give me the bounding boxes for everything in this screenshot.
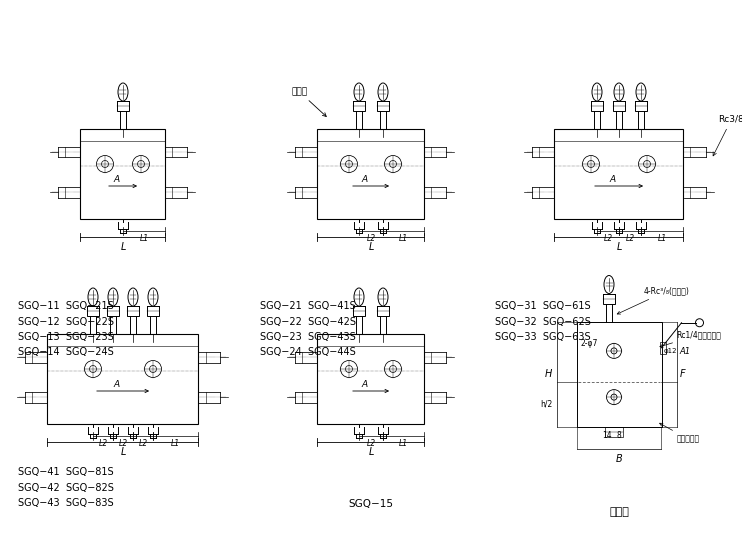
- Text: Rc3/8: Rc3/8: [713, 115, 742, 156]
- Text: SGQ−22  SGQ−42S: SGQ−22 SGQ−42S: [260, 316, 356, 326]
- Text: SGQ−42  SGQ−82S: SGQ−42 SGQ−82S: [18, 482, 114, 492]
- Text: L2: L2: [99, 439, 108, 448]
- Bar: [605, 427, 623, 437]
- Bar: [147, 306, 159, 316]
- Text: L2: L2: [367, 439, 375, 448]
- Text: A: A: [610, 175, 616, 184]
- Bar: [577, 321, 662, 427]
- Text: L2: L2: [139, 439, 148, 448]
- Text: L: L: [120, 242, 125, 252]
- Text: 2-φ7: 2-φ7: [580, 339, 598, 348]
- Bar: [591, 101, 603, 111]
- Bar: [554, 129, 683, 219]
- Bar: [613, 101, 625, 111]
- Bar: [353, 306, 365, 316]
- Text: L1: L1: [657, 234, 667, 243]
- Text: L: L: [120, 447, 125, 457]
- Bar: [377, 101, 389, 111]
- Text: SGQ−13  SGQ−23S: SGQ−13 SGQ−23S: [18, 332, 114, 342]
- Text: H: H: [545, 369, 553, 379]
- Text: SGQ−43  SGQ−83S: SGQ−43 SGQ−83S: [18, 498, 114, 508]
- Text: A: A: [362, 380, 368, 389]
- Bar: [318, 334, 424, 424]
- Bar: [47, 334, 199, 424]
- Text: L2: L2: [603, 234, 613, 243]
- Bar: [87, 306, 99, 316]
- Text: A: A: [362, 175, 368, 184]
- Text: φ12: φ12: [663, 348, 677, 354]
- Text: SGQ−14  SGQ−24S: SGQ−14 SGQ−24S: [18, 348, 114, 358]
- Text: 8: 8: [617, 432, 621, 440]
- Bar: [127, 306, 139, 316]
- Bar: [635, 101, 647, 111]
- Text: SGQ−32  SGQ−62S: SGQ−32 SGQ−62S: [495, 316, 591, 326]
- Bar: [660, 342, 666, 354]
- Text: SGQ−24  SGQ−44S: SGQ−24 SGQ−44S: [260, 348, 355, 358]
- Bar: [117, 101, 129, 111]
- Text: 14: 14: [603, 432, 612, 440]
- Text: L: L: [368, 242, 374, 252]
- Text: SGQ−15: SGQ−15: [349, 499, 393, 509]
- Text: Rc1/4（出油口）: Rc1/4（出油口）: [660, 330, 721, 347]
- Bar: [318, 129, 424, 219]
- Text: A1: A1: [680, 348, 691, 357]
- Text: SGQ−21  SGQ−41S: SGQ−21 SGQ−41S: [260, 301, 355, 311]
- Text: 侧视图: 侧视图: [609, 507, 629, 517]
- Bar: [107, 306, 119, 316]
- Bar: [353, 101, 365, 111]
- Text: L2: L2: [626, 234, 634, 243]
- Text: A: A: [114, 380, 120, 389]
- Text: SGQ−23  SGQ−43S: SGQ−23 SGQ−43S: [260, 332, 355, 342]
- Text: L1: L1: [399, 439, 408, 448]
- Text: SGQ−41  SGQ−81S: SGQ−41 SGQ−81S: [18, 467, 114, 477]
- Bar: [80, 129, 165, 219]
- Text: L: L: [368, 447, 374, 457]
- Text: L1: L1: [399, 234, 408, 243]
- Text: 4-Rc³/₈(进油口): 4-Rc³/₈(进油口): [617, 287, 690, 314]
- Text: SGQ−31  SGQ−61S: SGQ−31 SGQ−61S: [495, 301, 591, 311]
- Text: L2: L2: [367, 234, 375, 243]
- Text: 滚柱润滑点: 滚柱润滑点: [660, 423, 700, 443]
- Text: L2: L2: [119, 439, 128, 448]
- Text: L1: L1: [171, 439, 180, 448]
- Text: SGQ−33  SGQ−63S: SGQ−33 SGQ−63S: [495, 332, 591, 342]
- Text: 进油管: 进油管: [291, 87, 326, 116]
- Text: F: F: [680, 369, 685, 379]
- Text: B: B: [616, 453, 623, 463]
- Text: h/2: h/2: [540, 400, 553, 409]
- Text: A: A: [114, 175, 120, 184]
- Bar: [377, 306, 389, 316]
- Text: SGQ−11  SGQ−21S: SGQ−11 SGQ−21S: [18, 301, 114, 311]
- Text: L1: L1: [139, 234, 149, 243]
- Text: SGQ−12  SGQ−22S: SGQ−12 SGQ−22S: [18, 316, 114, 326]
- Text: L: L: [617, 242, 622, 252]
- Bar: [603, 293, 615, 304]
